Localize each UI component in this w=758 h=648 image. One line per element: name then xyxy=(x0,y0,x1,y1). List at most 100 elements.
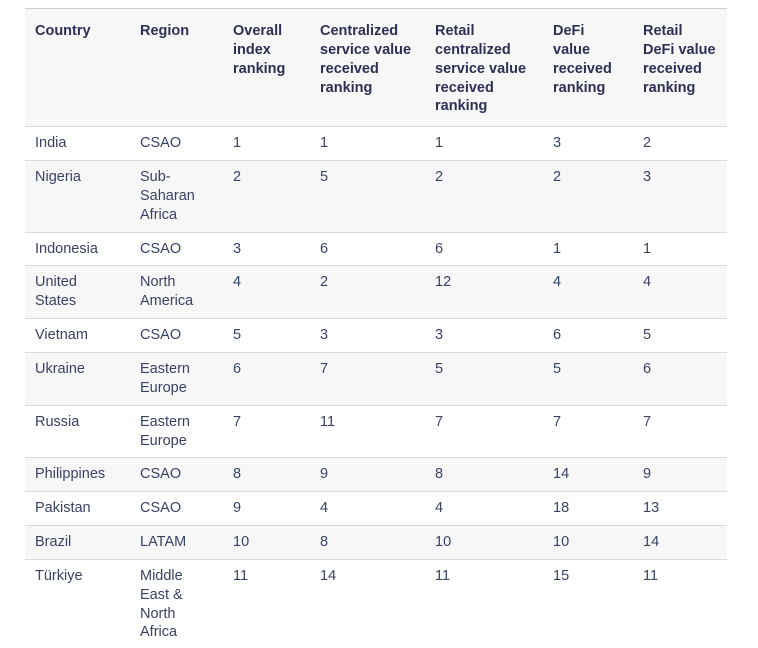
cell-country: Ukraine xyxy=(25,352,130,406)
cell-country: India xyxy=(25,126,130,162)
cell-ranking: 6 xyxy=(633,352,727,406)
table-row: United States North America 4 2 12 4 4 xyxy=(25,265,727,320)
cell-country: United States xyxy=(25,265,130,320)
cell-ranking: 11 xyxy=(425,559,543,648)
column-header: Country xyxy=(25,7,130,128)
column-header: Centralized service value received ranki… xyxy=(310,7,425,128)
cell-ranking: 5 xyxy=(310,160,425,233)
cell-ranking: 3 xyxy=(633,160,727,233)
table-row: Ukraine Eastern Europe 6 7 5 5 6 xyxy=(25,352,727,406)
table-row: Türkiye Middle East & North Africa 11 14 11 1… xyxy=(25,559,727,648)
cell-ranking: 5 xyxy=(543,352,633,406)
cell-ranking: 2 xyxy=(223,160,310,233)
cell-ranking: 7 xyxy=(543,405,633,459)
cell-ranking: 7 xyxy=(310,352,425,406)
cell-ranking: 4 xyxy=(633,265,727,320)
cell-ranking: 11 xyxy=(310,405,425,459)
cell-ranking: 1 xyxy=(543,232,633,267)
cell-region: Eastern Europe xyxy=(130,405,223,459)
cell-ranking: 2 xyxy=(310,265,425,320)
cell-ranking: 6 xyxy=(425,232,543,267)
cell-ranking: 6 xyxy=(223,352,310,406)
cell-region: CSAO xyxy=(130,126,223,162)
cell-ranking: 3 xyxy=(223,232,310,267)
cell-ranking: 8 xyxy=(223,457,310,493)
column-header: Retail centralized service value receive… xyxy=(425,7,543,128)
cell-ranking: 7 xyxy=(223,405,310,459)
cell-ranking: 11 xyxy=(223,559,310,648)
cell-region: Middle East & North Africa xyxy=(130,559,223,648)
cell-ranking: 2 xyxy=(633,126,727,162)
cell-ranking: 4 xyxy=(310,491,425,527)
cell-country: Nigeria xyxy=(25,160,130,233)
cell-ranking: 15 xyxy=(543,559,633,648)
cell-ranking: 6 xyxy=(310,232,425,267)
cell-ranking: 4 xyxy=(223,265,310,320)
table-header: Country Region Overall index ranking Centra… xyxy=(25,7,727,128)
table-row: Russia Eastern Europe 7 11 7 7 7 xyxy=(25,405,727,459)
cell-ranking: 5 xyxy=(633,318,727,353)
cell-region: CSAO xyxy=(130,318,223,353)
cell-ranking: 7 xyxy=(425,405,543,459)
cell-country: Vietnam xyxy=(25,318,130,353)
cell-ranking: 8 xyxy=(425,457,543,493)
cell-ranking: 1 xyxy=(223,126,310,162)
cell-ranking: 14 xyxy=(543,457,633,493)
cell-region: Eastern Europe xyxy=(130,352,223,406)
column-header: DeFi value received ranking xyxy=(543,7,633,128)
cell-country: Türkiye xyxy=(25,559,130,648)
cell-region: CSAO xyxy=(130,232,223,267)
table-row: Vietnam CSAO 5 3 3 6 5 xyxy=(25,318,727,353)
cell-region: CSAO xyxy=(130,491,223,527)
cell-ranking: 10 xyxy=(543,525,633,560)
column-header: Overall index ranking xyxy=(223,7,310,128)
cell-country: Pakistan xyxy=(25,491,130,527)
column-header: Retail DeFi value received ranking xyxy=(633,7,727,128)
cell-ranking: 6 xyxy=(543,318,633,353)
cell-country: Brazil xyxy=(25,525,130,560)
column-header: Region xyxy=(130,7,223,128)
cell-region: Sub-Saharan Africa xyxy=(130,160,223,233)
cell-ranking: 7 xyxy=(633,405,727,459)
cell-ranking: 10 xyxy=(223,525,310,560)
crypto-adoption-rankings-table: Country Region Overall index ranking Centra… xyxy=(25,7,727,648)
cell-ranking: 1 xyxy=(633,232,727,267)
cell-ranking: 18 xyxy=(543,491,633,527)
table-row: Nigeria Sub-Saharan Africa 2 5 2 2 3 xyxy=(25,160,727,233)
cell-country: Philippines xyxy=(25,457,130,493)
cell-ranking: 9 xyxy=(223,491,310,527)
cell-ranking: 3 xyxy=(310,318,425,353)
cell-ranking: 3 xyxy=(543,126,633,162)
cell-ranking: 3 xyxy=(425,318,543,353)
cell-ranking: 1 xyxy=(310,126,425,162)
cell-ranking: 11 xyxy=(633,559,727,648)
table-row: Philippines CSAO 8 9 8 14 9 xyxy=(25,457,727,493)
cell-ranking: 14 xyxy=(310,559,425,648)
table-row: Pakistan CSAO 9 4 4 18 13 xyxy=(25,491,727,527)
table-row: India CSAO 1 1 1 3 2 xyxy=(25,126,727,162)
cell-country: Indonesia xyxy=(25,232,130,267)
cell-ranking: 10 xyxy=(425,525,543,560)
header-row: Country Region Overall index ranking Centra… xyxy=(25,7,727,128)
cell-ranking: 12 xyxy=(425,265,543,320)
cell-ranking: 8 xyxy=(310,525,425,560)
cell-ranking: 4 xyxy=(425,491,543,527)
cell-country: Russia xyxy=(25,405,130,459)
table-body: India CSAO 1 1 1 3 2 Nigeria Sub-Saharan Africa 2… xyxy=(25,126,727,648)
cell-ranking: 13 xyxy=(633,491,727,527)
cell-ranking: 5 xyxy=(425,352,543,406)
cell-region: CSAO xyxy=(130,457,223,493)
cell-ranking: 9 xyxy=(310,457,425,493)
cell-region: North America xyxy=(130,265,223,320)
cell-ranking: 2 xyxy=(425,160,543,233)
cell-ranking: 1 xyxy=(425,126,543,162)
cell-region: LATAM xyxy=(130,525,223,560)
cell-ranking: 5 xyxy=(223,318,310,353)
table-row: Indonesia CSAO 3 6 6 1 1 xyxy=(25,232,727,267)
cell-ranking: 14 xyxy=(633,525,727,560)
cell-ranking: 2 xyxy=(543,160,633,233)
cell-ranking: 4 xyxy=(543,265,633,320)
cell-ranking: 9 xyxy=(633,457,727,493)
table-row: Brazil LATAM 10 8 10 10 14 xyxy=(25,525,727,560)
